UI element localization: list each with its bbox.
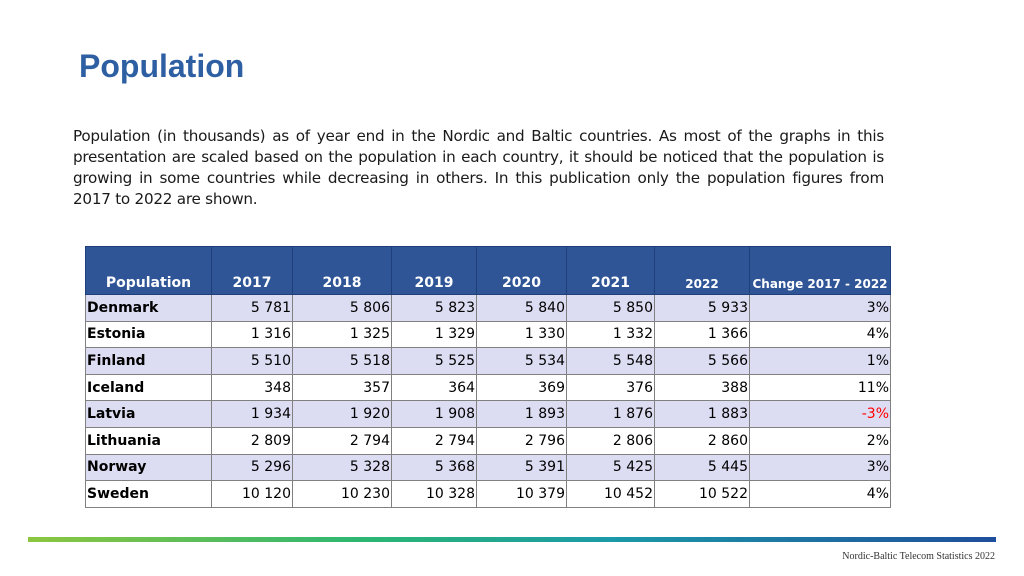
value-cell: 2 794 [391,426,477,455]
country-name: Norway [85,453,212,482]
value-cell: 5 933 [654,294,750,322]
table-row: Denmark 5 781 5 806 5 823 5 840 5 850 5 … [85,294,891,322]
footer-gradient-rule [28,537,996,542]
table-row: Sweden 10 120 10 230 10 328 10 379 10 45… [85,480,891,508]
value-cell: 10 379 [476,480,567,508]
header-2022: 2022 [654,246,750,295]
value-cell: 2 809 [211,426,293,455]
value-cell: 5 823 [391,294,477,322]
value-cell: 5 328 [292,453,392,482]
change-cell: 4% [749,320,891,349]
change-cell: -3% [749,400,891,428]
header-change: Change 2017 - 2022 [749,246,891,295]
header-2018: 2018 [292,246,392,295]
header-population: Population [85,246,212,295]
table-row: Lithuania 2 809 2 794 2 794 2 796 2 806 … [85,426,891,455]
change-cell: 3% [749,453,891,482]
change-cell: 4% [749,480,891,508]
value-cell: 5 391 [476,453,567,482]
header-2017: 2017 [211,246,293,295]
table-row: Finland 5 510 5 518 5 525 5 534 5 548 5 … [85,347,891,375]
value-cell: 5 806 [292,294,392,322]
change-cell: 2% [749,426,891,455]
table-row: Latvia 1 934 1 920 1 908 1 893 1 876 1 8… [85,400,891,428]
value-cell: 1 934 [211,400,293,428]
value-cell: 1 329 [391,320,477,349]
value-cell: 1 366 [654,320,750,349]
table-header-row: Population 2017 2018 2019 2020 2021 2022… [85,246,891,295]
country-name: Lithuania [85,426,212,455]
footer-caption: Nordic-Baltic Telecom Statistics 2022 [842,551,995,562]
value-cell: 388 [654,373,750,402]
value-cell: 10 328 [391,480,477,508]
population-table: Population 2017 2018 2019 2020 2021 2022… [85,246,891,508]
value-cell: 5 850 [566,294,655,322]
country-name: Finland [85,347,212,375]
value-cell: 5 566 [654,347,750,375]
value-cell: 376 [566,373,655,402]
value-cell: 1 325 [292,320,392,349]
value-cell: 357 [292,373,392,402]
change-cell: 3% [749,294,891,322]
value-cell: 1 316 [211,320,293,349]
country-name: Denmark [85,294,212,322]
value-cell: 369 [476,373,567,402]
value-cell: 1 876 [566,400,655,428]
value-cell: 10 522 [654,480,750,508]
value-cell: 5 445 [654,453,750,482]
value-cell: 1 330 [476,320,567,349]
value-cell: 5 510 [211,347,293,375]
value-cell: 364 [391,373,477,402]
value-cell: 2 794 [292,426,392,455]
value-cell: 2 806 [566,426,655,455]
change-cell: 11% [749,373,891,402]
value-cell: 5 525 [391,347,477,375]
country-name: Estonia [85,320,212,349]
value-cell: 5 534 [476,347,567,375]
table-row: Estonia 1 316 1 325 1 329 1 330 1 332 1 … [85,320,891,349]
change-cell: 1% [749,347,891,375]
value-cell: 5 548 [566,347,655,375]
value-cell: 2 860 [654,426,750,455]
value-cell: 5 518 [292,347,392,375]
value-cell: 10 120 [211,480,293,508]
value-cell: 5 781 [211,294,293,322]
intro-paragraph: Population (in thousands) as of year end… [73,127,884,208]
value-cell: 1 332 [566,320,655,349]
value-cell: 2 796 [476,426,567,455]
value-cell: 348 [211,373,293,402]
header-2020: 2020 [476,246,567,295]
header-2019: 2019 [391,246,477,295]
page-title: Population [79,48,245,84]
value-cell: 1 893 [476,400,567,428]
country-name: Sweden [85,480,212,508]
country-name: Iceland [85,373,212,402]
table-row: Norway 5 296 5 328 5 368 5 391 5 425 5 4… [85,453,891,482]
value-cell: 5 368 [391,453,477,482]
value-cell: 10 452 [566,480,655,508]
value-cell: 1 920 [292,400,392,428]
value-cell: 10 230 [292,480,392,508]
value-cell: 1 883 [654,400,750,428]
value-cell: 5 840 [476,294,567,322]
header-2021: 2021 [566,246,655,295]
country-name: Latvia [85,400,212,428]
value-cell: 5 425 [566,453,655,482]
value-cell: 5 296 [211,453,293,482]
value-cell: 1 908 [391,400,477,428]
table-row: Iceland 348 357 364 369 376 388 11% [85,373,891,402]
